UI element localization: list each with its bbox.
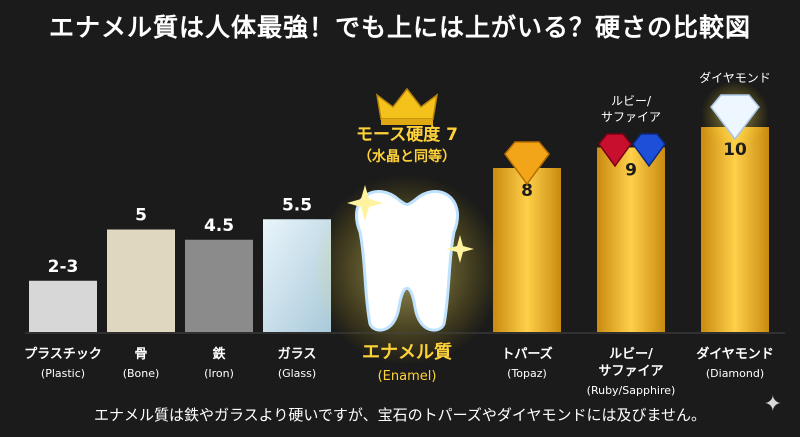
top-label: ダイヤモンド [699,70,771,85]
topaz-icon [504,141,550,186]
category-label: エナメル質 [362,341,452,363]
category-label: 骨 [134,347,147,362]
chart-title: エナメル質は人体最強！でも上には上がいる？硬さの比較図 [48,13,751,42]
ruby-icon [598,133,632,168]
bar-5 [493,168,561,332]
bar-6 [597,147,665,332]
category-label: ルビー/ [609,346,653,362]
category-sublabel: (Topaz) [507,367,547,380]
value-label: 8 [521,181,533,201]
category-label: 鉄 [212,346,225,362]
sparkle-icon: ✦ [763,392,782,417]
sparkle-star-icon [446,235,474,263]
category-sublabel: (Enamel) [378,369,437,384]
category-label: サファイア [598,364,663,379]
callout-hardness: モース硬度 7 [356,124,458,145]
value-label: 9 [625,161,637,181]
sparkle-star-icon [347,185,383,221]
category-sublabel: (Plastic) [41,367,85,380]
callout-note: （水晶と同等） [358,148,456,165]
category-label: ダイヤモンド [696,346,774,362]
category-sublabel: (Iron) [204,367,234,380]
bar-enamel [355,190,459,332]
category-sublabel: (Diamond) [706,367,764,380]
bar-0 [29,280,97,332]
value-label: 5.5 [282,195,312,215]
value-label: 5 [135,206,147,226]
top-label: サファイア [601,110,661,124]
footer-note: エナメル質は鉄やガラスより硬いですが、宝石のトパーズやダイヤモンドには及びません… [93,406,706,424]
sapphire-icon [632,133,666,168]
crown-icon [375,87,439,120]
category-sublabel: (Ruby/Sapphire) [587,384,676,397]
top-label: ルビー/ [611,94,652,108]
diamond-icon [710,94,760,141]
value-label: 4.5 [204,216,234,236]
bar-7 [701,127,769,332]
value-label: 2-3 [48,257,79,277]
category-sublabel: (Bone) [123,367,160,380]
bar-2 [185,239,253,332]
category-sublabel: (Glass) [278,367,316,380]
category-label: ガラス [278,347,317,362]
category-label: プラスチック [24,347,102,362]
bar-1 [107,229,175,332]
crown-band [381,119,433,125]
category-label: トパーズ [501,346,552,362]
